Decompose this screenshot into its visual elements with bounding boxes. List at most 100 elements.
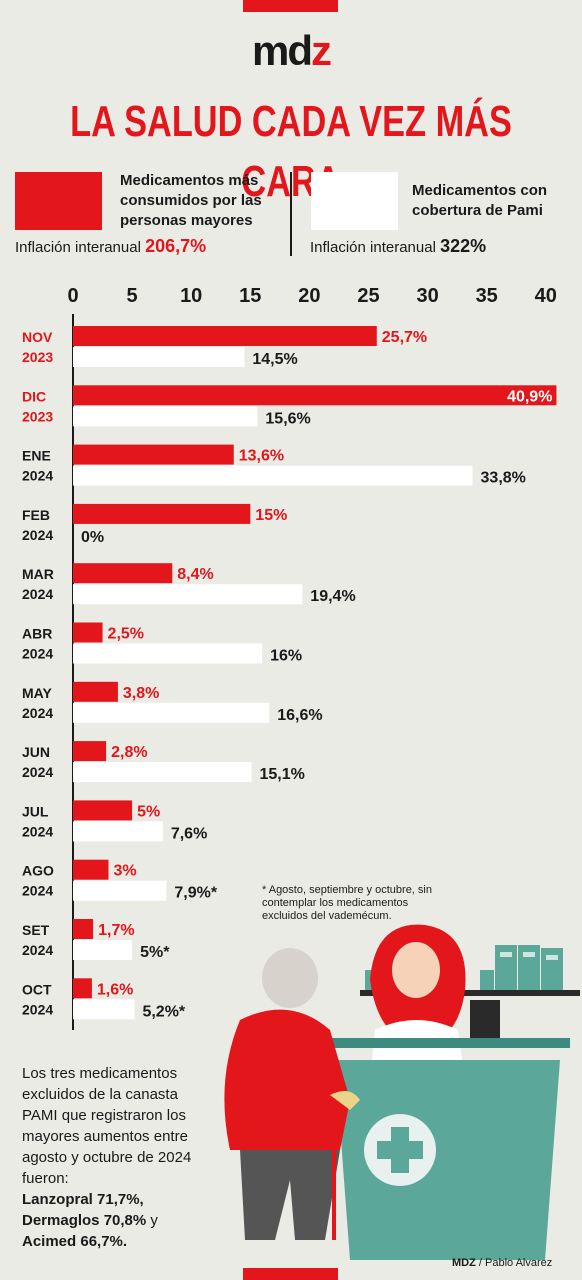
bar-red: [73, 385, 557, 406]
bar-white: [73, 584, 303, 605]
bar-red-label: 1,7%: [98, 922, 134, 939]
bar-red: [73, 800, 133, 821]
counter: [335, 1060, 560, 1260]
category-month-label: MAY: [22, 685, 52, 701]
bar-red: [73, 326, 377, 346]
legend-divider: [290, 172, 292, 256]
legend-label-right: Medicamentos con cobertura de Pami: [412, 182, 548, 219]
legend-label-left: Medicamentos más consumidos por las pers…: [120, 172, 262, 229]
x-tick-label: 35: [476, 285, 498, 307]
category-year-label: 2024: [22, 705, 53, 721]
bar-red-label: 3%: [113, 863, 136, 880]
category-month-label: SET: [22, 922, 50, 938]
legend-swatch-white: [311, 172, 398, 230]
medicine-item: Lanzopral 71,7%,: [22, 1191, 144, 1208]
mdz-logo: mdz: [252, 27, 332, 74]
bar-red: [73, 563, 173, 584]
bar-white: [73, 347, 245, 367]
pharmacy-cross-icon: [377, 1127, 423, 1173]
bar-white-label: 7,6%: [171, 825, 207, 842]
category-year-label: 2023: [22, 408, 53, 424]
category-year-label: 2023: [22, 349, 53, 365]
category-year-label: 2024: [22, 586, 53, 602]
category-year-label: 2024: [22, 823, 53, 839]
bar-white: [73, 821, 163, 842]
bar-red-label: 5%: [137, 803, 160, 820]
counter-top: [320, 1038, 570, 1048]
pharmacy-illustration: [224, 924, 580, 1260]
footnote: * Agosto, septiembre y octubre, sin cont…: [262, 884, 432, 922]
monitor-icon: [470, 1000, 500, 1040]
bar-white: [73, 702, 270, 723]
category-year-label: 2024: [22, 468, 53, 484]
medicine-item: Acimed 66,7%.: [22, 1233, 128, 1250]
man-hand: [330, 1091, 360, 1110]
bar-red-label: 25,7%: [382, 329, 427, 346]
man-trousers: [240, 1150, 340, 1240]
bar-white: [73, 880, 167, 901]
bar-white-label: 14,5%: [252, 351, 297, 368]
x-tick-label: 25: [357, 285, 379, 307]
bar-red-label: 2,5%: [108, 626, 144, 643]
x-tick-label: 5: [127, 285, 138, 307]
bar-white-label: 33,8%: [481, 470, 526, 487]
legend-inflation-left: Inflación interanual 206,7%: [15, 236, 207, 256]
top-accent-bar: [243, 0, 338, 12]
bar-red: [73, 919, 94, 939]
bar-red: [73, 859, 109, 880]
category-year-label: 2024: [22, 1001, 53, 1017]
pharmacist-face: [392, 942, 440, 998]
walking-cane: [332, 1100, 336, 1240]
shelf: [360, 990, 580, 996]
bar-red-label: 1,6%: [97, 981, 133, 998]
category-year-label: 2024: [22, 764, 53, 780]
man-sweater: [224, 1009, 350, 1150]
bar-red: [73, 681, 118, 702]
category-month-label: JUN: [22, 744, 50, 760]
bar-white-label: 5,2%*: [142, 1003, 185, 1020]
bar-white: [73, 643, 263, 664]
category-month-label: MAR: [22, 566, 54, 582]
bar-white-label: 7,9%*: [174, 885, 217, 902]
excluded-medicines-text: Los tres medicamentos excluidos de la ca…: [22, 1063, 212, 1252]
bar-white: [73, 465, 473, 486]
bar-red: [73, 622, 103, 643]
bar-red: [73, 503, 251, 524]
x-tick-label: 0: [67, 285, 78, 307]
bar-red-label: 40,9%: [507, 388, 552, 405]
bar-white-label: 15,1%: [259, 766, 304, 783]
medicine-item: Dermaglos 70,8%: [22, 1212, 147, 1229]
category-year-label: 2024: [22, 942, 53, 958]
credit: MDZ / Pablo Alvarez: [452, 1257, 553, 1269]
bar-white: [73, 762, 252, 783]
bar-red-label: 2,8%: [111, 744, 147, 761]
bar-red-label: 3,8%: [123, 685, 159, 702]
bar-white: [73, 940, 133, 960]
category-month-label: JUL: [22, 803, 49, 819]
bar-red: [73, 741, 107, 762]
legend-swatch-red: [15, 172, 102, 230]
bar-red-label: 13,6%: [239, 448, 284, 465]
x-tick-label: 10: [180, 285, 202, 307]
bar-white-label: 5%*: [140, 944, 170, 961]
bar-white-label: 16,6%: [277, 707, 322, 724]
x-tick-label: 40: [535, 285, 557, 307]
bar-white: [73, 406, 258, 427]
bar-white-label: 19,4%: [310, 588, 355, 605]
bar-chart: 0 5 10 15 20 25 30 35 40 NOV 2023 25,7% 14,5% DIC 2023…: [22, 285, 557, 1030]
category-month-label: ABR: [22, 626, 52, 642]
category-month-label: OCT: [22, 981, 52, 997]
man-head: [262, 948, 318, 1008]
bar-white: [73, 999, 135, 1020]
x-tick-label: 15: [239, 285, 261, 307]
x-tick-label: 20: [298, 285, 320, 307]
bar-red: [73, 978, 92, 999]
bar-red-label: 15%: [255, 507, 287, 524]
bar-white-label: 16%: [270, 648, 302, 665]
bottom-accent-bar: [243, 1268, 338, 1280]
category-month-label: NOV: [22, 329, 53, 345]
category-month-label: AGO: [22, 863, 54, 879]
category-month-label: ENE: [22, 448, 51, 464]
category-year-label: 2024: [22, 883, 53, 899]
bar-white-label: 0%: [81, 529, 104, 546]
